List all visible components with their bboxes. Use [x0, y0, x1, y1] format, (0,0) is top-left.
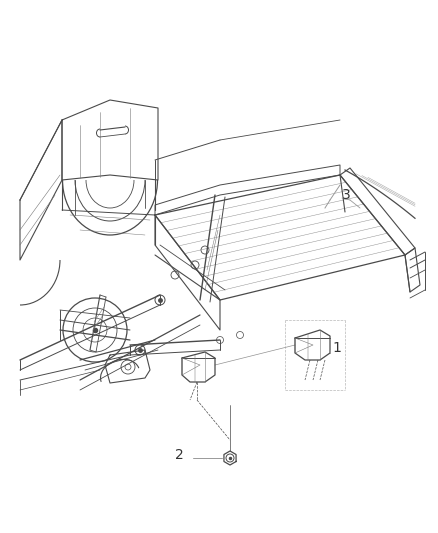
Text: 2: 2: [175, 448, 184, 462]
Text: 1: 1: [332, 341, 341, 355]
Text: 3: 3: [342, 188, 351, 202]
